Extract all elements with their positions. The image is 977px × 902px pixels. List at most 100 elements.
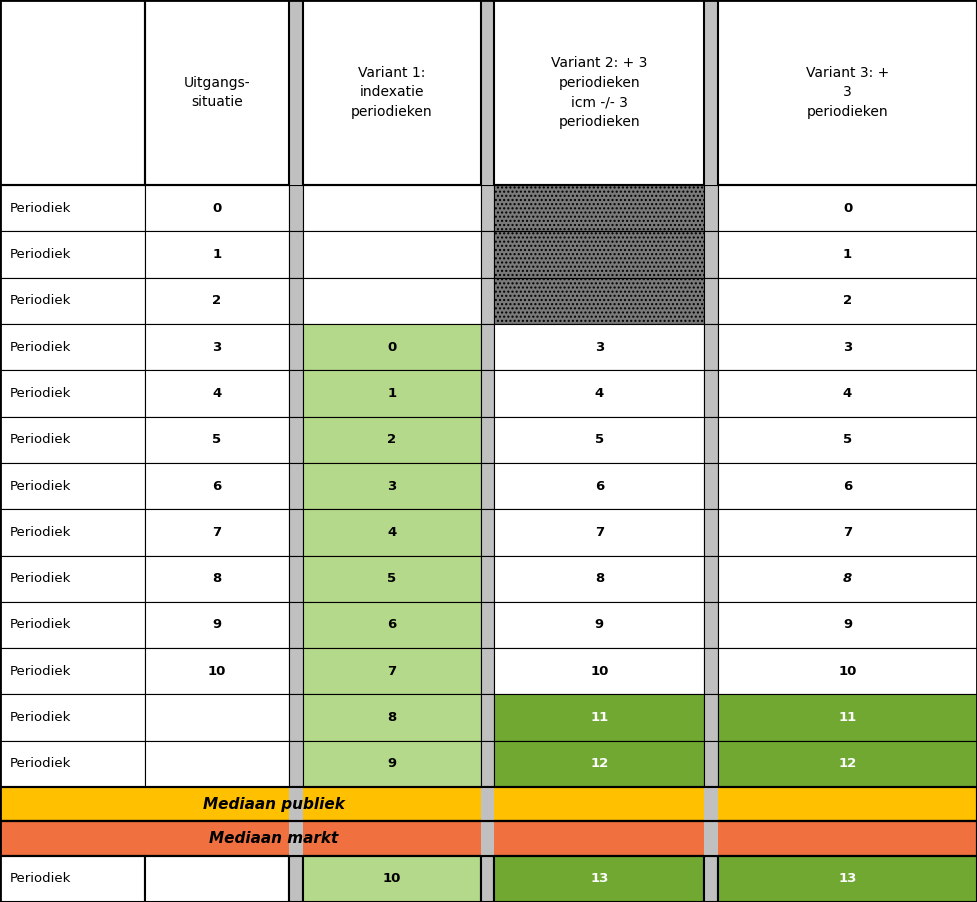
Bar bbox=[481, 556, 494, 602]
Bar bbox=[718, 556, 977, 602]
Text: 6: 6 bbox=[212, 480, 222, 492]
Text: 7: 7 bbox=[212, 526, 222, 538]
Bar bbox=[0, 787, 977, 822]
Bar bbox=[481, 510, 494, 556]
Bar bbox=[481, 0, 494, 185]
Bar bbox=[145, 556, 289, 602]
Bar bbox=[704, 417, 718, 463]
Bar bbox=[718, 185, 977, 231]
Bar bbox=[0, 185, 145, 231]
Bar bbox=[0, 822, 977, 856]
Bar bbox=[718, 602, 977, 649]
Bar bbox=[481, 278, 494, 324]
Bar bbox=[704, 370, 718, 417]
Bar bbox=[0, 856, 145, 902]
Bar bbox=[481, 185, 494, 231]
Bar bbox=[494, 370, 704, 417]
Bar bbox=[718, 417, 977, 463]
Bar bbox=[303, 0, 481, 185]
Text: Variant 2: + 3
periodieken
icm -/- 3
periodieken: Variant 2: + 3 periodieken icm -/- 3 per… bbox=[551, 56, 648, 129]
Bar bbox=[289, 185, 303, 231]
Text: Periodiek: Periodiek bbox=[10, 341, 71, 354]
Text: 4: 4 bbox=[843, 387, 852, 400]
Bar bbox=[303, 695, 481, 741]
Text: 3: 3 bbox=[212, 341, 222, 354]
Bar bbox=[289, 856, 303, 902]
Bar bbox=[481, 822, 494, 856]
Text: 5: 5 bbox=[843, 433, 852, 446]
Bar bbox=[494, 695, 704, 741]
Bar bbox=[145, 463, 289, 510]
Bar bbox=[145, 370, 289, 417]
Bar bbox=[289, 370, 303, 417]
Bar bbox=[704, 231, 718, 278]
Text: 10: 10 bbox=[383, 872, 401, 886]
Bar bbox=[145, 185, 289, 231]
Bar bbox=[303, 556, 481, 602]
Bar bbox=[0, 510, 145, 556]
Bar bbox=[303, 417, 481, 463]
Bar bbox=[494, 185, 704, 231]
Text: 9: 9 bbox=[387, 758, 397, 770]
Bar bbox=[0, 231, 145, 278]
Bar bbox=[494, 602, 704, 649]
Bar bbox=[289, 417, 303, 463]
Text: Periodiek: Periodiek bbox=[10, 872, 71, 886]
Text: 7: 7 bbox=[843, 526, 852, 538]
Text: Periodiek: Periodiek bbox=[10, 619, 71, 631]
Bar bbox=[145, 856, 289, 902]
Bar bbox=[494, 510, 704, 556]
Text: 7: 7 bbox=[387, 665, 397, 677]
Bar bbox=[494, 463, 704, 510]
Text: 11: 11 bbox=[838, 711, 857, 724]
Bar bbox=[704, 463, 718, 510]
Text: 8: 8 bbox=[212, 572, 222, 585]
Text: 2: 2 bbox=[843, 294, 852, 308]
Bar bbox=[704, 0, 718, 185]
Bar bbox=[303, 185, 481, 231]
Bar bbox=[0, 0, 977, 185]
Bar bbox=[145, 278, 289, 324]
Text: 4: 4 bbox=[212, 387, 222, 400]
Text: 3: 3 bbox=[595, 341, 604, 354]
Text: Variant 3: +
3
periodieken: Variant 3: + 3 periodieken bbox=[806, 66, 889, 119]
Text: 11: 11 bbox=[590, 711, 609, 724]
Bar bbox=[718, 278, 977, 324]
Bar bbox=[303, 602, 481, 649]
Bar bbox=[718, 463, 977, 510]
Text: 0: 0 bbox=[212, 201, 222, 215]
Bar bbox=[289, 278, 303, 324]
Bar bbox=[289, 602, 303, 649]
Bar bbox=[0, 695, 145, 741]
Bar bbox=[303, 231, 481, 278]
Bar bbox=[0, 787, 977, 822]
Bar bbox=[303, 463, 481, 510]
Text: Periodiek: Periodiek bbox=[10, 711, 71, 724]
Bar bbox=[494, 417, 704, 463]
Text: Mediaan publiek: Mediaan publiek bbox=[202, 796, 345, 812]
Text: 2: 2 bbox=[387, 433, 397, 446]
Bar bbox=[289, 822, 303, 856]
Bar bbox=[303, 370, 481, 417]
Text: 4: 4 bbox=[595, 387, 604, 400]
Text: 4: 4 bbox=[387, 526, 397, 538]
Bar bbox=[481, 741, 494, 787]
Bar bbox=[0, 370, 145, 417]
Bar bbox=[289, 324, 303, 370]
Bar bbox=[145, 324, 289, 370]
Bar bbox=[704, 695, 718, 741]
Bar bbox=[145, 602, 289, 649]
Text: 6: 6 bbox=[387, 619, 397, 631]
Bar bbox=[289, 463, 303, 510]
Text: 5: 5 bbox=[595, 433, 604, 446]
Bar bbox=[718, 510, 977, 556]
Bar bbox=[704, 649, 718, 695]
Bar bbox=[0, 0, 145, 185]
Text: Periodiek: Periodiek bbox=[10, 758, 71, 770]
Text: 12: 12 bbox=[838, 758, 857, 770]
Text: 10: 10 bbox=[838, 665, 857, 677]
Text: 0: 0 bbox=[387, 341, 397, 354]
Bar bbox=[289, 741, 303, 787]
Text: 3: 3 bbox=[843, 341, 852, 354]
Bar bbox=[289, 649, 303, 695]
